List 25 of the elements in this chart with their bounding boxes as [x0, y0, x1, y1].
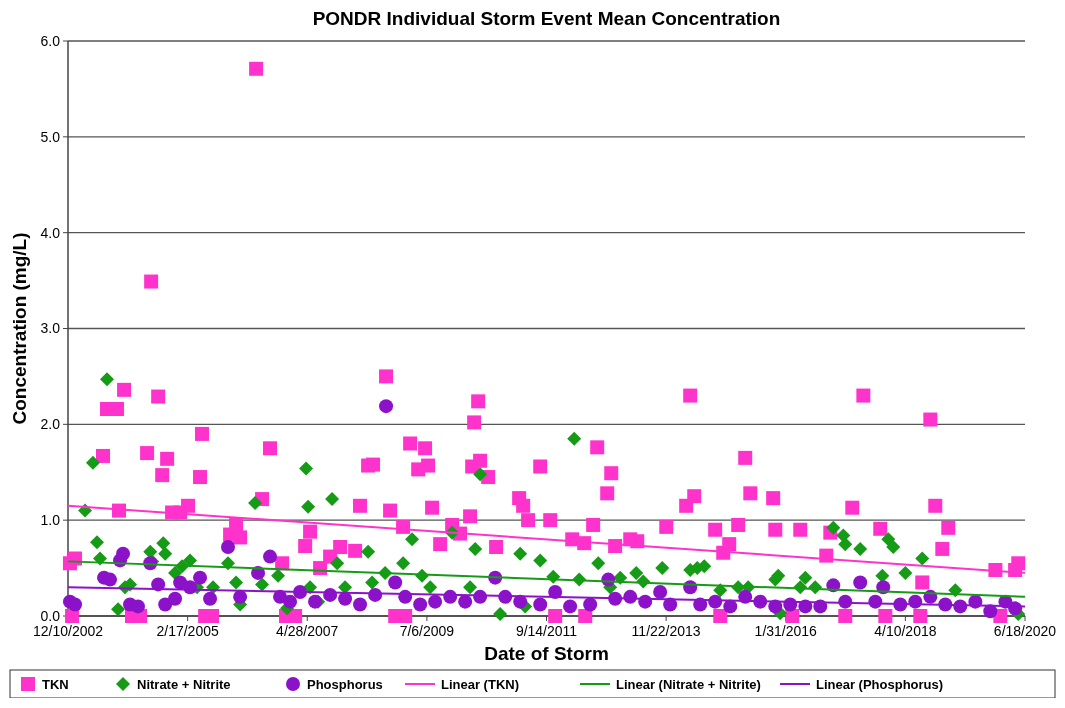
legend-label: Nitrate + Nitrite	[137, 676, 231, 692]
x-tick-label: 1/31/2016	[754, 623, 818, 639]
y-tick-label: 4.0	[40, 224, 61, 241]
y-tick-label: 0.0	[40, 607, 61, 624]
x-tick-label: 12/10/2002	[32, 623, 104, 639]
legend-label: Linear (Nitrate + Nitrite)	[616, 676, 761, 692]
legend-label: Linear (Phosphorus)	[816, 676, 944, 692]
y-tick-label: 2.0	[40, 416, 61, 433]
x-tick-label: 9/14/2011	[515, 623, 578, 639]
y-tick-label: 5.0	[40, 128, 61, 145]
x-tick-label: 11/22/2013	[631, 623, 701, 639]
chart-title: PONDR Individual Storm Event Mean Concentration	[312, 8, 781, 29]
y-tick-label: 6.0	[40, 32, 61, 49]
x-axis-title: Date of Storm	[484, 643, 609, 664]
x-tick-label: 2/17/2005	[156, 623, 219, 639]
y-axis-title: Concentration (mg/L)	[9, 232, 30, 425]
x-tick-label: 6/18/2020	[993, 623, 1057, 639]
legend-label: TKN	[42, 676, 69, 692]
x-tick-label: 4/28/2007	[276, 623, 339, 639]
y-tick-label: 1.0	[40, 512, 61, 529]
y-tick-label: 3.0	[40, 320, 61, 337]
x-tick-label: 7/6/2009	[399, 623, 455, 639]
legend-label: Linear (TKN)	[441, 676, 519, 692]
legend-label: Phosphorus	[307, 676, 383, 692]
x-tick-label: 4/10/2018	[874, 623, 937, 639]
